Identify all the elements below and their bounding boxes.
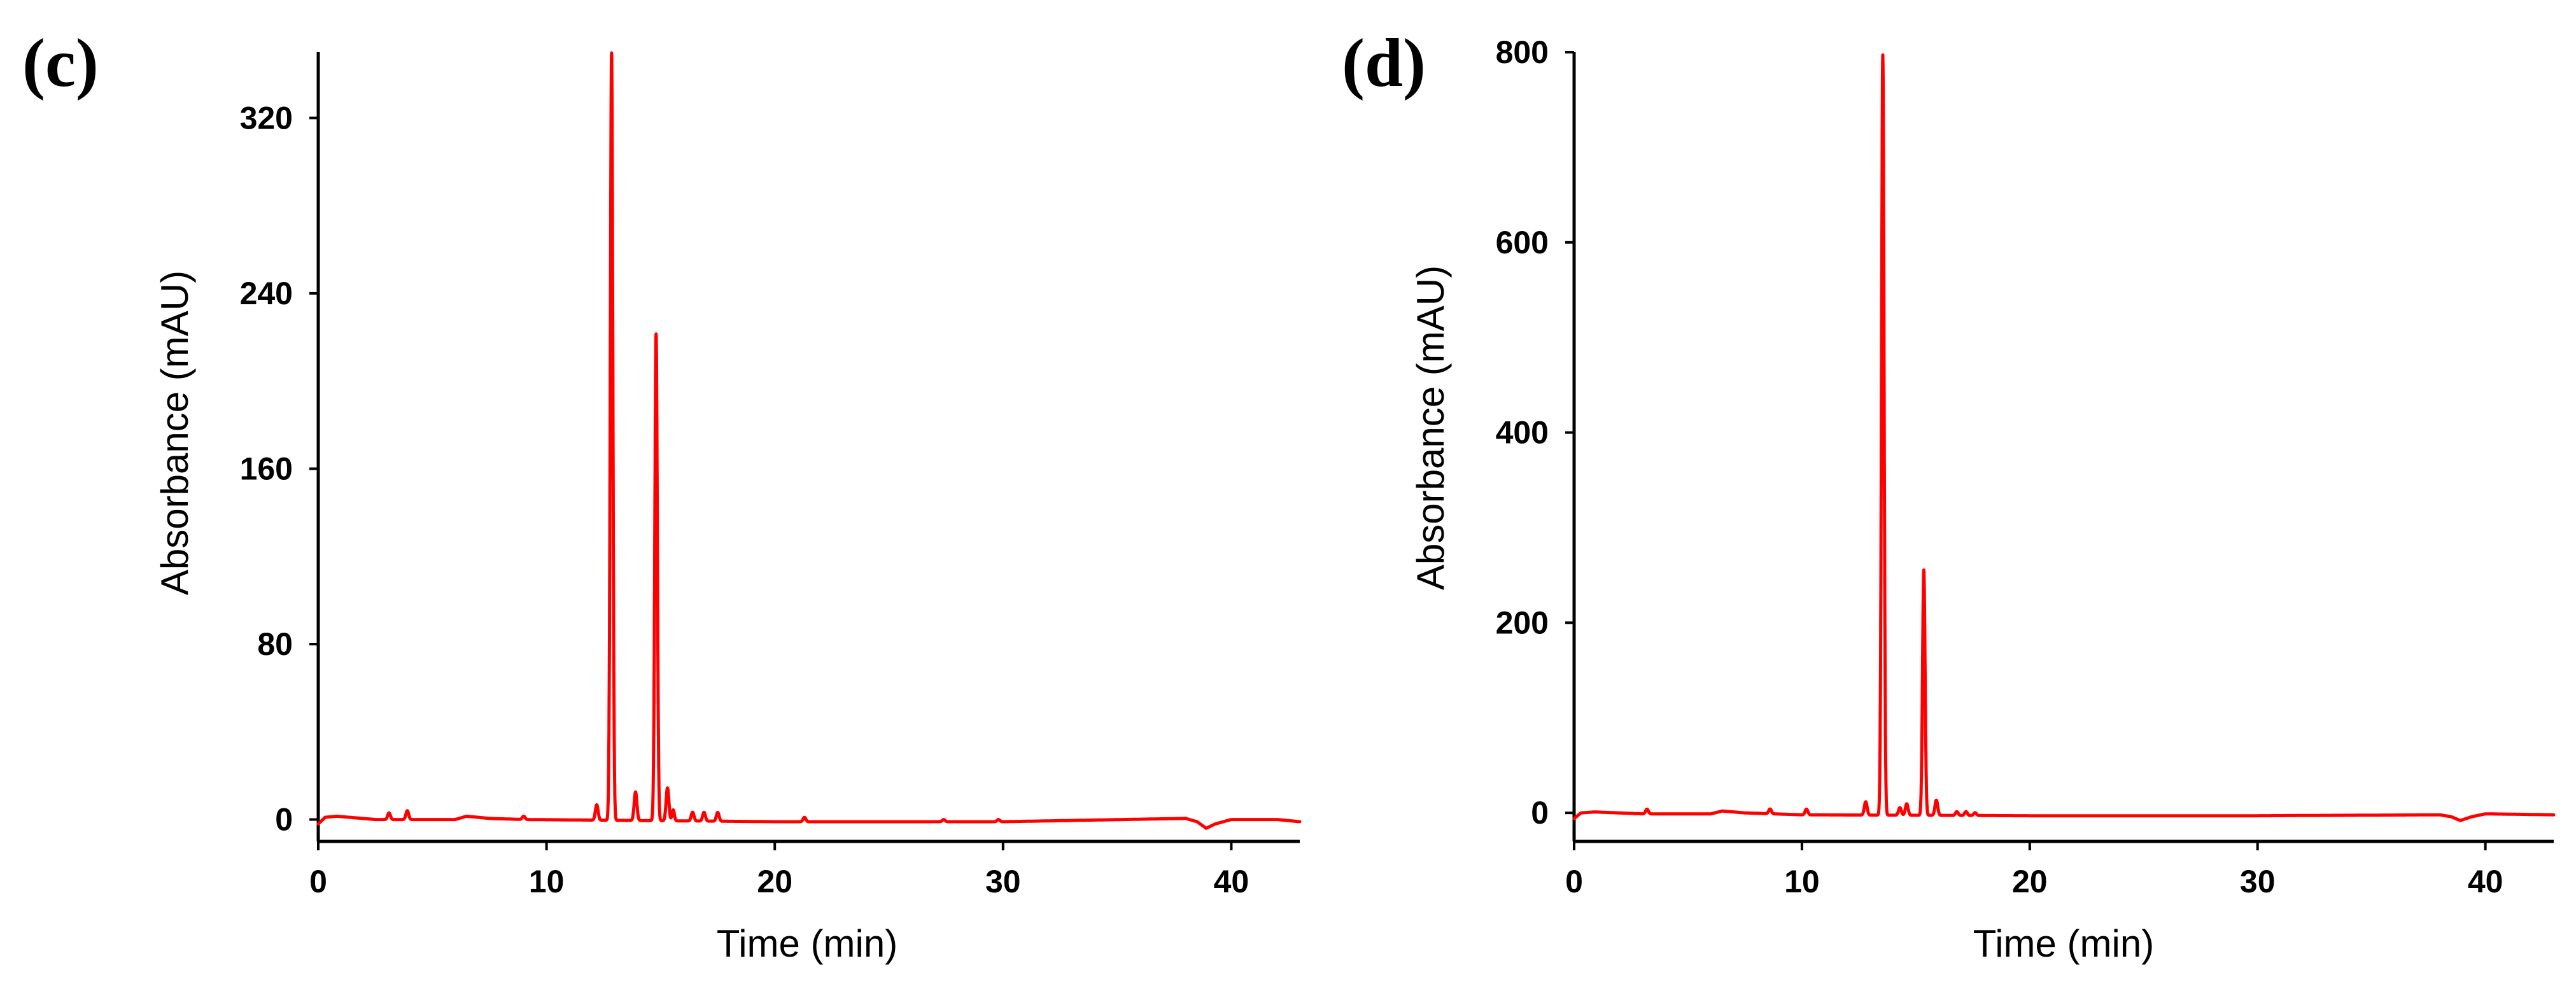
- x-tick-label: 10: [529, 864, 565, 899]
- y-tick-label: 600: [1496, 225, 1549, 260]
- y-tick-label: 0: [1531, 795, 1549, 831]
- x-tick-label: 30: [985, 864, 1021, 899]
- chromatogram-trace-d: [1572, 53, 2556, 822]
- y-tick-label: 0: [275, 802, 293, 838]
- y-ticks-c: 0 80 160 240 320: [240, 100, 318, 838]
- x-tick-label: 40: [1214, 864, 1249, 899]
- x-ticks-d: 0 10 20 30 40: [1565, 841, 2503, 899]
- y-axis-title-d: Absorbance (mAU): [1409, 265, 1452, 590]
- x-axis-title-c: Time (min): [717, 922, 897, 965]
- panel-label-d: (d): [1342, 25, 1426, 101]
- panel-label-c: (c): [22, 25, 99, 101]
- x-tick-label: 20: [2012, 864, 2048, 899]
- x-ticks-c: 0 10 20 30 40: [309, 841, 1249, 899]
- chart-panel-c: (c) 0 80 160 240 320 0 10 20 30 40 Time (min) Ab…: [22, 25, 1302, 965]
- x-tick-label: 10: [1784, 864, 1820, 899]
- y-axis-title-c: Absorbance (mAU): [153, 271, 196, 595]
- x-tick-label: 0: [1565, 864, 1583, 899]
- x-tick-label: 30: [2240, 864, 2276, 899]
- x-axis-title-d: Time (min): [1973, 922, 2154, 965]
- x-tick-label: 20: [757, 864, 792, 899]
- chart-panel-d: (d) 0 200 400 600 800 0 10 20 30 40 Time (min) A…: [1342, 25, 2556, 965]
- chromatogram-trace-c: [316, 51, 1302, 830]
- y-tick-label: 240: [240, 276, 293, 311]
- x-tick-label: 40: [2468, 864, 2503, 899]
- y-tick-label: 80: [257, 626, 293, 662]
- y-tick-label: 200: [1496, 605, 1549, 640]
- x-tick-label: 0: [309, 864, 327, 899]
- y-tick-label: 160: [240, 451, 293, 486]
- y-tick-label: 800: [1496, 34, 1549, 70]
- y-tick-label: 400: [1496, 415, 1549, 451]
- y-tick-label: 320: [240, 100, 293, 136]
- y-ticks-d: 0 200 400 600 800: [1496, 34, 1574, 831]
